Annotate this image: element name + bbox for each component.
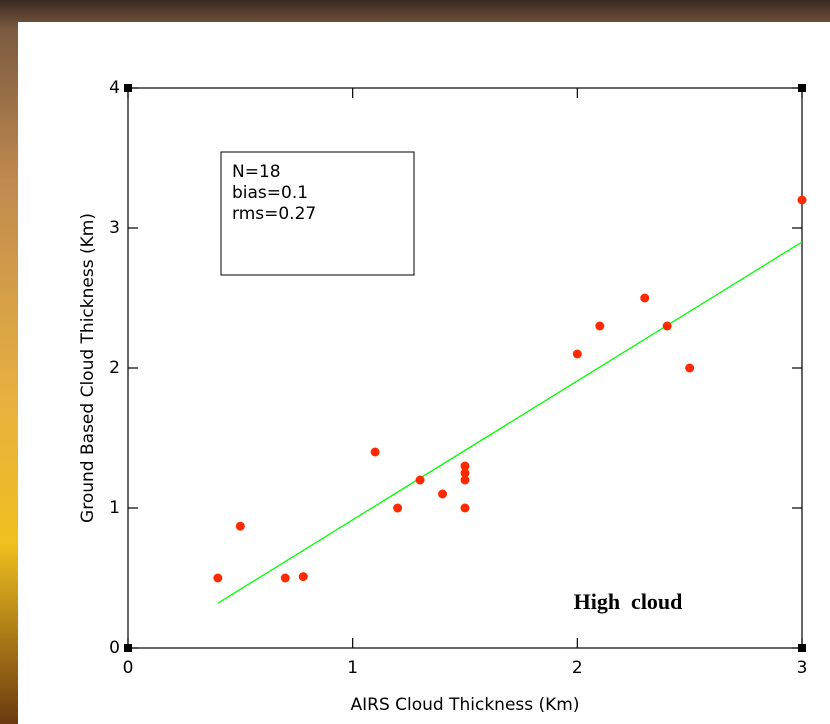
point: [415, 475, 425, 485]
point: [460, 461, 470, 471]
point: [393, 503, 403, 513]
point: [662, 321, 672, 331]
point: [797, 195, 807, 205]
stats-text: N=18: [232, 162, 281, 182]
point: [572, 349, 582, 359]
y-tick-label: 3: [109, 218, 120, 238]
point: [438, 489, 448, 499]
point: [640, 293, 650, 303]
point: [280, 573, 290, 583]
x-tick-label: 0: [123, 658, 134, 678]
x-tick-label: 1: [347, 658, 358, 678]
y-tick-label: 0: [109, 638, 120, 658]
y-axis-label: Ground Based Cloud Thickness (Km): [78, 213, 98, 523]
fit-line: [217, 241, 803, 604]
point: [685, 363, 695, 373]
point: [213, 573, 223, 583]
y-tick-label: 1: [109, 498, 120, 518]
x-axis-label: AIRS Cloud Thickness (Km): [350, 695, 579, 715]
point: [460, 475, 470, 485]
point: [298, 572, 308, 582]
panel: [18, 22, 830, 724]
y-tick-label: 2: [109, 358, 120, 378]
x-tick-label: 2: [572, 658, 583, 678]
annotation: High cloud: [574, 589, 683, 614]
point: [460, 503, 470, 513]
y-tick-label: 4: [109, 78, 120, 98]
point: [370, 447, 380, 457]
point: [460, 468, 470, 478]
stats-text: rms=0.27: [232, 204, 316, 224]
stats-box: [220, 151, 415, 276]
point: [235, 521, 245, 531]
point: [595, 321, 605, 331]
x-tick-label: 3: [797, 658, 808, 678]
stats-text: bias=0.1: [232, 183, 308, 203]
